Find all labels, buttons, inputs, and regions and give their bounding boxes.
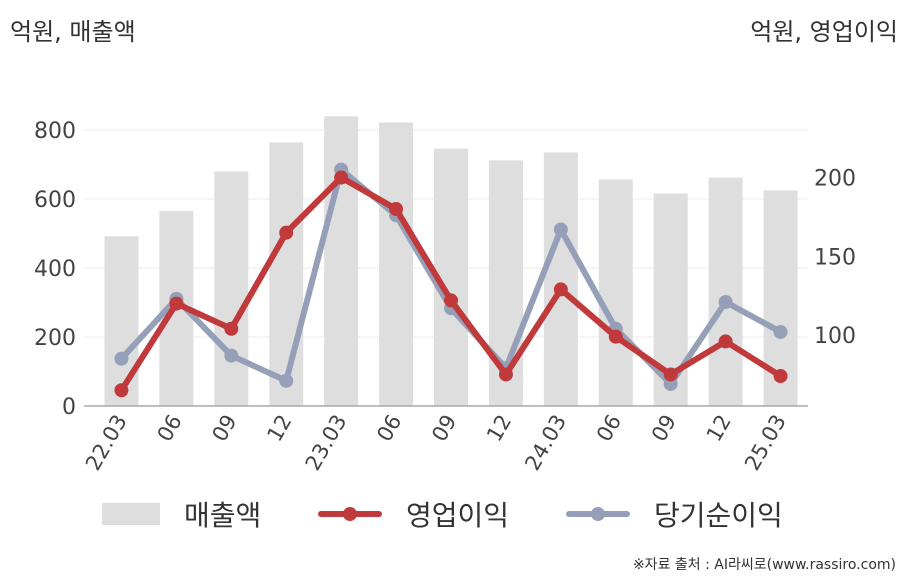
legend: 매출액 영업이익 당기순이익: [0, 494, 908, 534]
left-tick-label: 600: [34, 188, 76, 213]
point-operating: [498, 367, 513, 382]
point-net: [279, 373, 294, 388]
point-net: [224, 348, 239, 363]
left-axis-unit-label: 억원, 매출액: [10, 18, 136, 46]
legend-item-operating: 영업이익: [318, 494, 509, 534]
source-note: ※자료 출처 : AI라씨로(www.rassiro.com): [632, 557, 896, 573]
legend-label-revenue: 매출액: [184, 499, 262, 532]
point-operating: [169, 296, 184, 311]
point-operating: [553, 282, 568, 297]
bar-revenue: [104, 236, 139, 406]
x-tick-label: 25.03: [740, 411, 791, 475]
legend-item-net: 당기순이익: [566, 494, 783, 534]
x-tick-label: 06: [153, 411, 187, 446]
bar-revenue: [543, 152, 578, 406]
legend-item-revenue: 매출액: [102, 494, 261, 534]
legend-swatch-revenue: [102, 503, 160, 525]
left-tick-label: 400: [34, 257, 76, 282]
legend-swatch-operating: [318, 503, 382, 525]
legend-swatch-net: [566, 503, 630, 525]
left-tick-label: 800: [34, 119, 76, 144]
point-operating: [663, 367, 678, 382]
x-tick-label: 23.03: [301, 411, 352, 475]
x-tick-label: 09: [207, 411, 241, 446]
x-tick-label: 09: [427, 411, 461, 446]
x-tick-label: 09: [647, 411, 681, 446]
point-operating: [773, 369, 788, 384]
bar-revenue: [214, 171, 249, 406]
x-tick-label: 24.03: [520, 411, 571, 475]
point-operating: [608, 329, 623, 344]
right-tick-label: 150: [814, 245, 856, 270]
left-tick-label: 0: [62, 395, 76, 420]
right-tick-label: 100: [814, 324, 856, 349]
point-operating: [224, 321, 239, 336]
bar-revenue: [269, 142, 304, 407]
point-net: [114, 351, 129, 366]
point-net: [553, 222, 568, 237]
x-tick-label: 22.03: [81, 411, 132, 475]
point-net: [718, 295, 733, 309]
right-tick-label: 200: [814, 167, 856, 192]
right-axis-unit-label: 억원, 영업이익: [750, 18, 898, 46]
point-operating: [279, 225, 294, 240]
point-operating: [444, 293, 458, 308]
point-operating: [389, 202, 404, 217]
point-net: [773, 324, 788, 339]
x-tick-label: 06: [372, 411, 406, 446]
bar-revenue: [324, 116, 359, 406]
bar-revenue: [708, 177, 743, 406]
x-tick-label: 12: [262, 411, 296, 446]
legend-label-operating: 영업이익: [406, 499, 510, 532]
x-tick-label: 06: [592, 411, 626, 446]
point-operating: [114, 383, 129, 398]
point-operating: [334, 170, 349, 185]
left-tick-label: 200: [34, 326, 76, 351]
x-tick-label: 12: [702, 411, 736, 446]
x-tick-label: 12: [482, 411, 516, 446]
bar-revenue: [598, 179, 633, 406]
legend-label-net: 당기순이익: [654, 499, 783, 532]
point-operating: [718, 334, 733, 349]
bar-revenue: [379, 122, 414, 406]
